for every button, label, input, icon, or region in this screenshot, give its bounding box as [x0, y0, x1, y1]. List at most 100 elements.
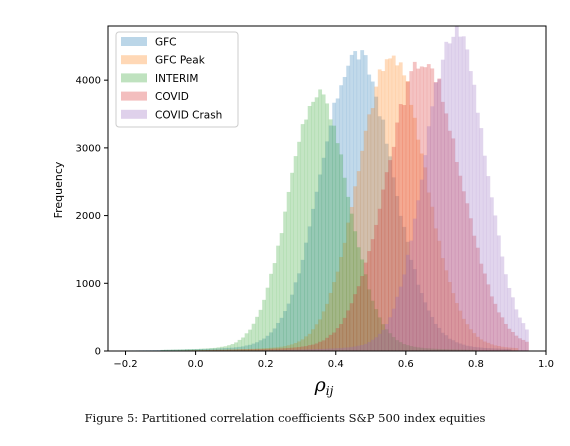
histogram-bar [447, 338, 452, 351]
histogram-bar [314, 349, 319, 351]
legend-label: COVID [155, 91, 189, 103]
histogram-bar [402, 344, 407, 351]
histogram-bar [426, 348, 431, 351]
histogram-bar [433, 228, 438, 351]
histogram-bar [416, 284, 421, 351]
histogram-bar [374, 309, 379, 351]
histogram-bar [300, 349, 305, 351]
histogram-bar [405, 80, 410, 352]
histogram-bar [384, 172, 389, 351]
figure-caption: Figure 5: Partitioned correlation coeffi… [84, 411, 486, 425]
histogram-bar [251, 348, 256, 351]
histogram-bar [318, 341, 323, 351]
y-tick-label: 3000 [76, 143, 101, 154]
histogram-bar [171, 349, 175, 351]
histogram-bar [269, 347, 273, 351]
x-tick-label: 0.2 [258, 359, 274, 370]
histogram-bar [363, 262, 368, 351]
histogram-bar [416, 347, 421, 351]
histogram-bar [328, 125, 333, 351]
histogram-bar [472, 346, 477, 351]
histogram-bar [475, 247, 480, 351]
x-axis-label-sub: ij [326, 384, 334, 398]
histogram-bar [360, 276, 365, 351]
histogram-bar [293, 343, 298, 351]
histogram-bar [430, 348, 435, 351]
histogram-bar [395, 65, 400, 351]
histogram-bar [412, 117, 417, 351]
histogram-bar [160, 349, 165, 351]
histogram-bar [398, 215, 403, 351]
histogram-bar [227, 347, 231, 351]
histogram-bar [391, 337, 396, 351]
histogram-bar [440, 332, 445, 351]
histogram-bar [430, 106, 435, 351]
histogram-bar [255, 316, 259, 351]
y-axis-ticks: 0 1000 2000 3000 4000 [76, 76, 108, 358]
histogram-bar [510, 297, 515, 351]
histogram-bar [451, 138, 456, 351]
histogram-bar [479, 347, 484, 351]
histogram-bar [430, 68, 435, 351]
histogram-bar [370, 108, 375, 351]
histogram-bar [342, 347, 347, 351]
histogram-bar [398, 342, 403, 351]
histogram-bar [514, 335, 519, 351]
histogram-bar [381, 189, 386, 351]
histogram-bar [335, 98, 340, 351]
histogram-bar [381, 329, 386, 351]
histogram-bar [416, 200, 421, 351]
legend-label: GFC Peak [155, 55, 206, 67]
histogram-bar [265, 348, 270, 351]
histogram-bar [227, 349, 231, 351]
histogram-bar [174, 349, 179, 351]
histogram-bar [503, 274, 508, 351]
histogram-bar [230, 344, 235, 351]
histogram-bar [223, 349, 228, 351]
histogram-bar [423, 155, 428, 351]
histogram-bar [514, 348, 519, 351]
histogram-bar [458, 175, 463, 351]
histogram-bar [251, 323, 256, 351]
histogram-bar [286, 303, 291, 351]
histogram-bar [237, 339, 242, 351]
histogram-bar [321, 348, 326, 351]
histogram-bar [290, 344, 295, 351]
histogram-bar [311, 349, 316, 351]
histogram-bar [388, 333, 393, 351]
histogram-bar [209, 348, 214, 351]
histogram-bar [444, 349, 449, 351]
histogram-bar [328, 119, 333, 351]
histogram-bar [412, 269, 417, 351]
histogram-bar [276, 322, 280, 351]
histogram-bar [468, 346, 473, 351]
histogram-bar [206, 348, 210, 351]
histogram-bar [244, 349, 249, 351]
histogram-bar [230, 349, 235, 351]
histogram-bar [314, 191, 319, 351]
histogram-bar [461, 191, 466, 351]
histogram-bar [164, 349, 168, 351]
histogram-bar [283, 211, 287, 351]
histogram-bar [398, 104, 403, 351]
histogram-bar [332, 125, 337, 352]
histogram-bar [339, 348, 344, 351]
histogram-bar [402, 105, 407, 351]
histogram-bar [447, 349, 452, 351]
histogram-bar [482, 273, 487, 351]
histogram-bar [244, 349, 249, 351]
histogram-bar [339, 85, 344, 352]
histogram-bar [423, 348, 428, 351]
histogram-bar [216, 347, 221, 351]
histogram-bar [412, 61, 417, 351]
histogram-bar [307, 345, 312, 351]
histogram-bar [178, 349, 182, 351]
histogram-bar [290, 349, 295, 351]
histogram-bar [510, 347, 515, 351]
histogram-bar [500, 317, 505, 351]
histogram-bar [468, 329, 473, 351]
histogram-bar [290, 347, 295, 351]
histogram-bar [293, 156, 298, 351]
histogram-bar [286, 191, 291, 351]
histogram-bar [265, 287, 270, 351]
